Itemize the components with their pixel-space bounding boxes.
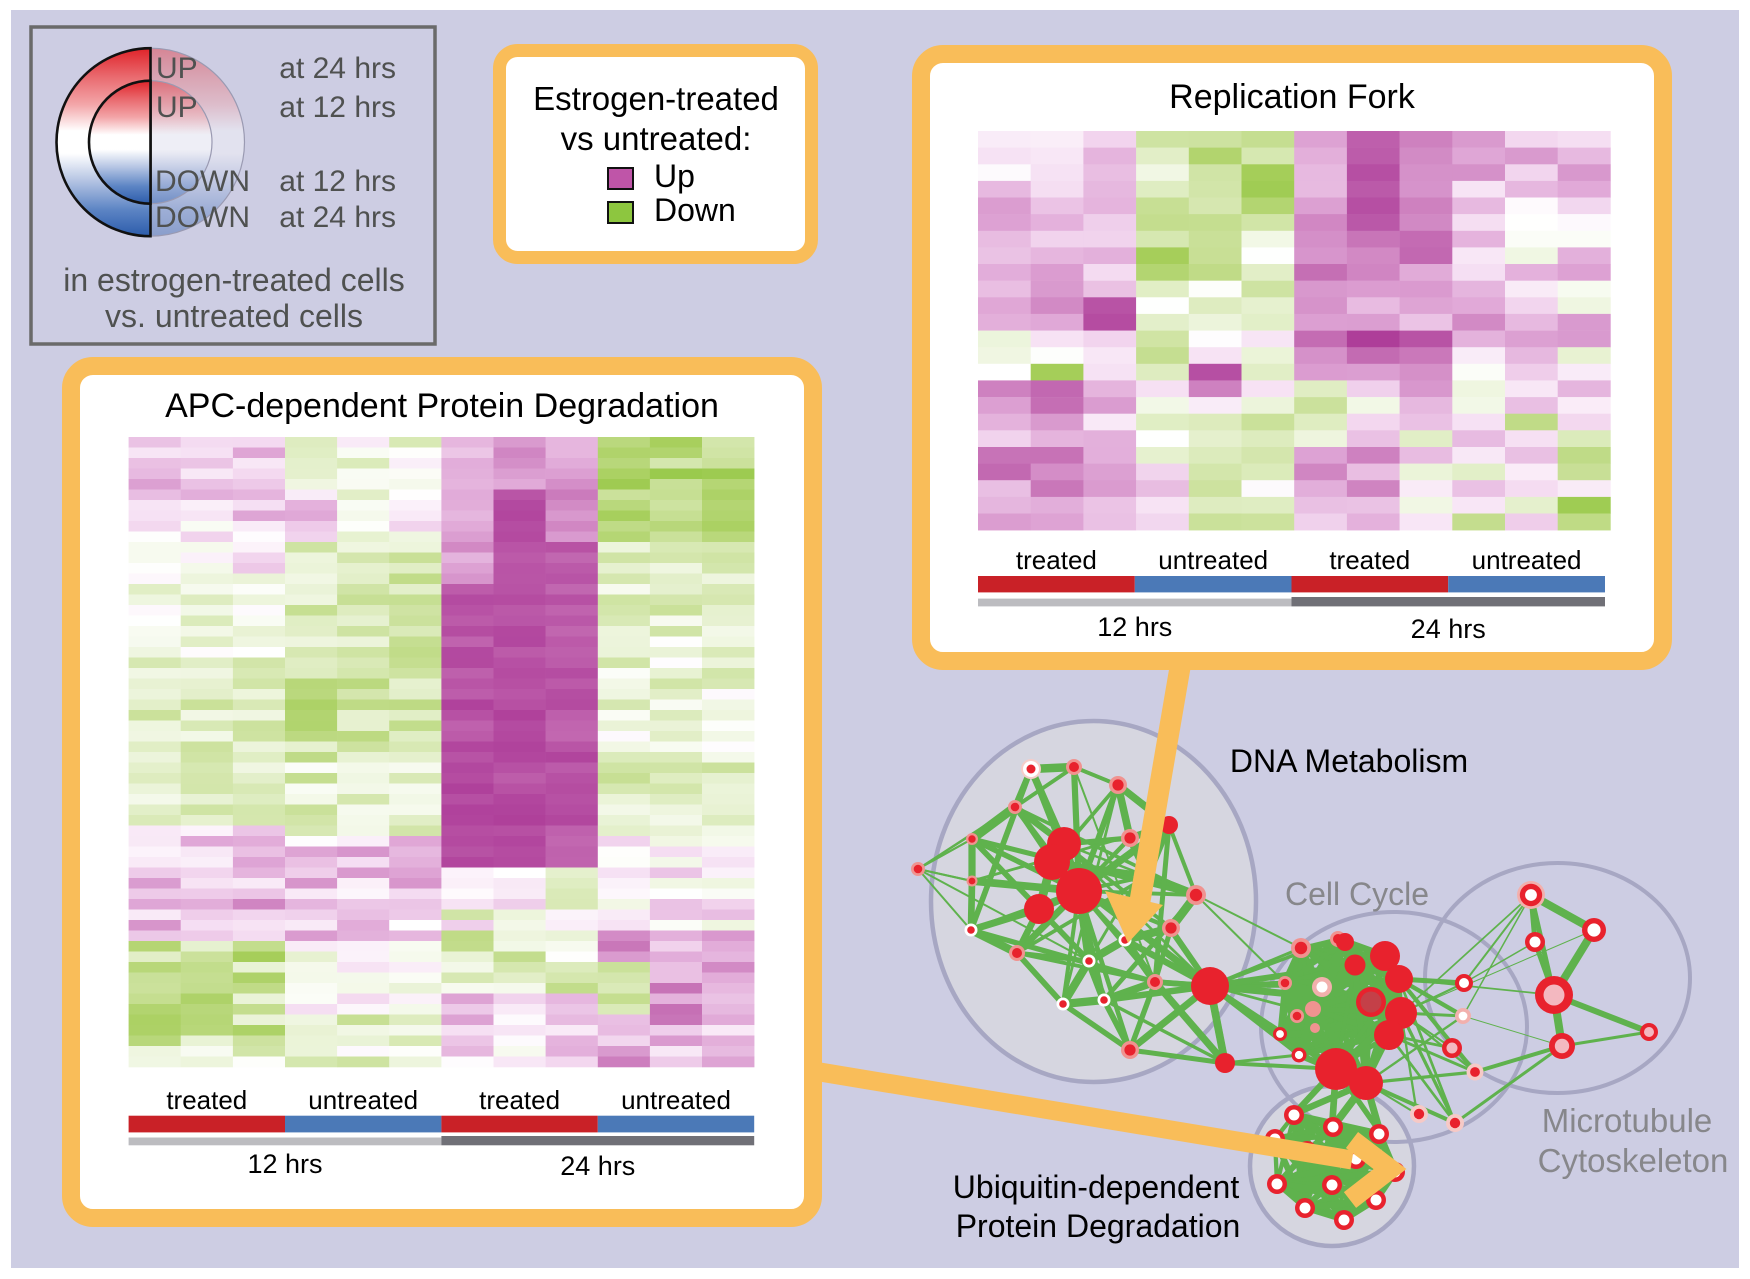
svg-text:treated: treated xyxy=(479,1085,560,1115)
svg-text:at 24 hrs: at 24 hrs xyxy=(279,201,396,234)
svg-text:24 hrs: 24 hrs xyxy=(1411,614,1486,644)
svg-text:untreated: untreated xyxy=(308,1085,418,1115)
svg-text:APC-dependent Protein Degradat: APC-dependent Protein Degradation xyxy=(165,387,719,425)
svg-text:24 hrs: 24 hrs xyxy=(560,1151,635,1181)
svg-text:Microtubule: Microtubule xyxy=(1542,1102,1713,1139)
svg-text:treated: treated xyxy=(1016,545,1097,575)
svg-text:Cytoskeleton: Cytoskeleton xyxy=(1538,1142,1729,1179)
svg-text:untreated: untreated xyxy=(1472,545,1582,575)
svg-text:Estrogen-treated: Estrogen-treated xyxy=(533,80,779,117)
svg-text:in estrogen-treated cells: in estrogen-treated cells xyxy=(63,262,405,298)
svg-text:at 24 hrs: at 24 hrs xyxy=(279,52,396,85)
svg-text:untreated: untreated xyxy=(1158,545,1268,575)
svg-text:untreated: untreated xyxy=(621,1085,731,1115)
svg-text:treated: treated xyxy=(166,1085,247,1115)
svg-text:Ubiquitin-dependent: Ubiquitin-dependent xyxy=(953,1169,1240,1205)
svg-text:12 hrs: 12 hrs xyxy=(247,1149,322,1179)
svg-text:UP: UP xyxy=(156,91,198,124)
svg-text:Cell Cycle: Cell Cycle xyxy=(1285,876,1429,912)
svg-text:DNA Metabolism: DNA Metabolism xyxy=(1230,743,1468,779)
svg-text:at 12 hrs: at 12 hrs xyxy=(279,91,396,124)
svg-text:Replication Fork: Replication Fork xyxy=(1169,78,1416,116)
svg-text:12 hrs: 12 hrs xyxy=(1097,612,1172,642)
svg-text:vs. untreated cells: vs. untreated cells xyxy=(105,298,363,334)
svg-text:vs untreated:: vs untreated: xyxy=(561,120,752,157)
svg-text:Up: Up xyxy=(654,158,695,194)
svg-text:Protein Degradation: Protein Degradation xyxy=(956,1208,1241,1244)
svg-text:DOWN: DOWN xyxy=(155,165,250,198)
svg-text:at 12 hrs: at 12 hrs xyxy=(279,165,396,198)
svg-text:treated: treated xyxy=(1329,545,1410,575)
svg-text:Down: Down xyxy=(654,192,736,228)
svg-text:UP: UP xyxy=(156,52,198,85)
svg-text:DOWN: DOWN xyxy=(155,201,250,234)
